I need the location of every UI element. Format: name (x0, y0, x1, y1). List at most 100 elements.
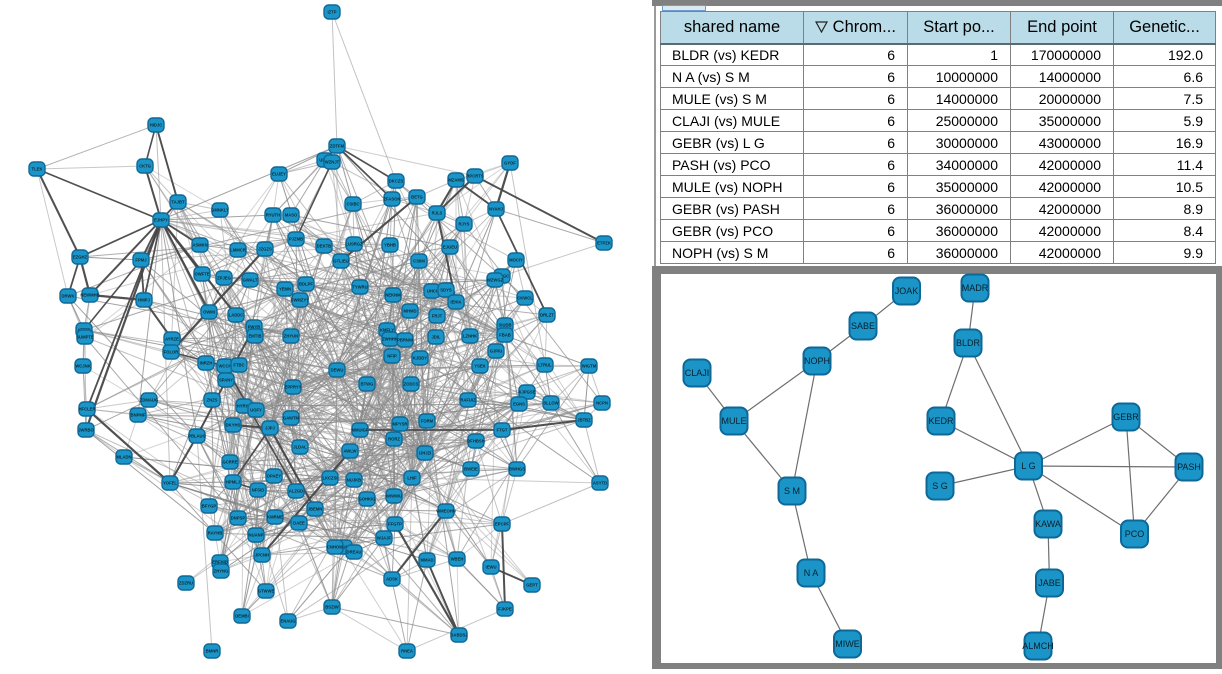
svg-text:JPCNH: JPCNH (255, 553, 269, 558)
svg-text:HMPJ: HMPJ (138, 298, 150, 303)
svg-text:KAWA: KAWA (1035, 519, 1061, 529)
svg-text:WMEOHN: WMEOHN (436, 509, 456, 514)
svg-text:ZPJEG: ZPJEG (217, 276, 231, 281)
svg-text:YEMN: YEMN (279, 287, 291, 292)
svg-text:PJZMB: PJZMB (289, 237, 303, 242)
svg-text:GOHKIG: GOHKIG (359, 497, 376, 502)
svg-text:FOLOR: FOLOR (164, 350, 179, 355)
svg-text:GJPIU: GJPIU (490, 349, 503, 354)
svg-text:GMNKLY: GMNKLY (211, 208, 229, 213)
svg-text:LKCZSI: LKCZSI (322, 476, 337, 481)
svg-text:NEWMHB: NEWMHB (80, 293, 99, 298)
svg-text:DREAU: DREAU (347, 550, 362, 555)
svg-text:LUSRGZ: LUSRGZ (345, 242, 363, 247)
svg-text:BTWG: BTWG (361, 382, 374, 387)
svg-text:IEHIA: IEHIA (450, 300, 461, 305)
svg-text:BMNR: BMNR (206, 649, 219, 654)
svg-text:ALZGD: ALZGD (289, 489, 303, 494)
svg-text:ZWHHK: ZWHHK (382, 337, 398, 342)
svg-text:AWLW: AWLW (343, 449, 356, 454)
svg-text:DPAEY: DPAEY (267, 474, 281, 479)
svg-text:GCRRE: GCRRE (222, 460, 237, 465)
svg-text:MMUIGF: MMUIGF (352, 428, 369, 433)
svg-text:DRLZT: DRLZT (540, 313, 554, 318)
svg-text:DFHBSH: DFHBSH (467, 439, 484, 444)
svg-text:KMRME: KMRME (267, 515, 283, 520)
svg-text:MASO: MASO (285, 213, 298, 218)
svg-text:PBRNW: PBRNW (397, 338, 413, 343)
svg-text:ASMKN: ASMKN (192, 243, 207, 248)
svg-text:GYDF: GYDF (504, 161, 516, 166)
svg-text:FRJT: FRJT (432, 314, 443, 319)
svg-text:UOFY: UOFY (250, 408, 262, 413)
svg-text:TAJBT: TAJBT (171, 200, 185, 205)
svg-text:JOAK: JOAK (895, 286, 919, 296)
svg-text:KEDR: KEDR (928, 416, 954, 426)
svg-text:NCPN: NCPN (596, 401, 608, 406)
svg-text:EGNS: EGNS (513, 402, 525, 407)
svg-text:NUANP: NUANP (249, 533, 264, 538)
svg-text:PCO: PCO (1125, 529, 1145, 539)
svg-text:MIWE: MIWE (835, 639, 860, 649)
svg-text:EUJEY: EUJEY (272, 172, 286, 177)
svg-text:HFCLER: HFCLER (79, 407, 96, 412)
svg-text:MLADN: MLADN (116, 455, 131, 460)
svg-text:MMAD: MMAD (420, 558, 433, 563)
svg-text:GEBR: GEBR (1113, 412, 1139, 422)
svg-text:DEKTB: DEKTB (317, 244, 331, 249)
svg-text:INRZH: INRZH (200, 361, 213, 366)
svg-text:EJGEU: EJGEU (443, 245, 457, 250)
svg-text:GEPT: GEPT (526, 583, 538, 588)
svg-text:DEMBI: DEMBI (235, 614, 249, 619)
svg-text:YOFEL: YOFEL (163, 481, 177, 486)
svg-text:ZDZRU: ZDZRU (179, 581, 193, 586)
svg-text:ZODCS: ZODCS (404, 382, 419, 387)
svg-text:UHCI: UHCI (427, 289, 437, 294)
svg-text:BFYGP: BFYGP (202, 504, 217, 509)
svg-text:WBEH: WBEH (451, 557, 464, 562)
svg-text:IJHJZI: IJHJZI (419, 451, 432, 456)
svg-text:RPCRTS: RPCRTS (466, 174, 483, 179)
svg-text:TLEK: TLEK (32, 167, 43, 172)
svg-text:S G: S G (932, 481, 948, 491)
svg-text:JJPJ: JJPJ (265, 426, 275, 431)
svg-text:MZAMS: MZAMS (448, 178, 464, 183)
svg-text:OWFTE: OWFTE (194, 272, 209, 277)
svg-text:MADR: MADR (962, 283, 989, 293)
svg-text:WCJNK: WCJNK (75, 364, 90, 369)
svg-text:FTGT: FTGT (497, 428, 508, 433)
svg-text:ZDTFM: ZDTFM (330, 144, 345, 149)
svg-text:IEWU: IEWU (486, 565, 497, 570)
svg-text:WJAJF: WJAJF (377, 536, 392, 541)
svg-text:LMMCR: LMMCR (230, 248, 246, 253)
svg-text:S M: S M (784, 486, 800, 496)
svg-text:WIWWU: WIWWU (386, 494, 402, 499)
svg-text:JWRBO: JWRBO (78, 428, 94, 433)
svg-text:FORM: FORM (421, 419, 434, 424)
svg-text:MHMD: MHMD (403, 309, 416, 314)
svg-text:FWMZYY: FWMZYY (291, 298, 309, 303)
svg-text:GTLIEU: GTLIEU (333, 259, 348, 264)
svg-text:DRWK: DRWK (62, 294, 75, 299)
svg-text:SUMPTE: SUMPTE (76, 335, 94, 340)
svg-text:LTRUL: LTRUL (538, 363, 552, 368)
svg-text:MOCIY: MOCIY (509, 258, 523, 263)
svg-text:DAEE: DAEE (293, 521, 305, 526)
svg-text:FPMJ: FPMJ (135, 258, 147, 263)
svg-text:YBHB: YBHB (384, 243, 396, 248)
svg-text:ASYTD: ASYTD (593, 481, 607, 486)
svg-text:ENAUG: ENAUG (280, 619, 295, 624)
svg-text:JZGZS: JZGZS (258, 247, 272, 252)
svg-text:AYRZE: AYRZE (165, 337, 179, 342)
svg-text:CKWCL: CKWCL (517, 296, 533, 301)
svg-text:YSEK: YSEK (474, 364, 485, 369)
svg-text:BNPMF: BNPMF (131, 413, 146, 418)
svg-text:GAWTM: GAWTM (283, 416, 300, 421)
svg-text:ZNZS: ZNZS (207, 398, 218, 403)
svg-text:DKCZS: DKCZS (389, 179, 404, 184)
svg-text:WZNJT: WZNJT (325, 160, 340, 165)
svg-text:FBAB: FBAB (499, 333, 511, 338)
svg-text:JBTBZ: JBTBZ (577, 418, 591, 423)
svg-text:JBEMN: JBEMN (308, 507, 323, 512)
svg-text:N A: N A (804, 568, 819, 578)
